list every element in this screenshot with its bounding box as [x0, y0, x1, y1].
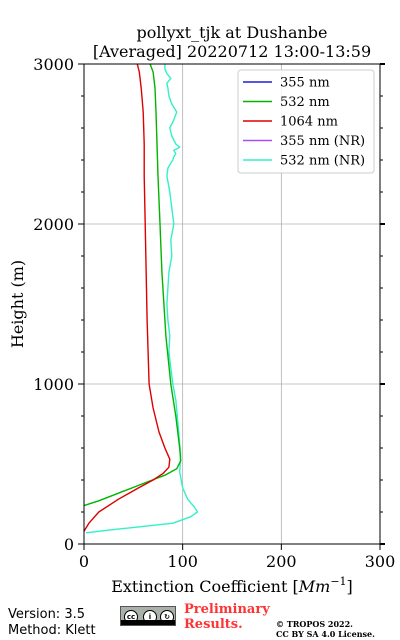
y-tick-label: 1000 [33, 375, 74, 394]
method-text: Method: Klett [8, 623, 96, 638]
y-tick-label: 0 [64, 535, 74, 554]
legend-box [237, 69, 375, 174]
x-axis-label-close: ] [347, 577, 353, 596]
legend-label: 355 nm [280, 76, 330, 91]
legend-label: 532 nm [280, 95, 330, 110]
y-tick-label: 2000 [33, 215, 74, 234]
copyright-line-1: © TROPOS 2022. [276, 619, 353, 629]
copyright-notice: © TROPOS 2022. CC BY SA 4.0 License. [276, 619, 375, 639]
cc-license-logo: cc i ↻ [120, 606, 176, 626]
y-axis-label: Height (m) [8, 260, 27, 348]
x-axis-label: Extinction Coefficient [Mm−1] [111, 575, 353, 596]
x-axis-label-text: Extinction Coefficient [ [111, 577, 299, 596]
chart-title-line-2: [Averaged] 20220712 13:00-13:59 [93, 42, 371, 61]
preliminary-results-notice: Preliminary Results. [184, 602, 270, 632]
legend-label: 1064 nm [280, 115, 338, 130]
version-text: Version: 3.5 [8, 607, 85, 622]
copyright-line-2: CC BY SA 4.0 License. [276, 629, 375, 639]
legend: 355 nm 532 nm 1064 nm 355 nm (NR) 532 nm (NR… [237, 69, 375, 174]
legend-label: 355 nm (NR) [280, 134, 365, 149]
series-line-532-nm-nr [85, 64, 199, 534]
x-axis-label-exponent: −1 [330, 575, 346, 588]
x-axis-label-unit: Mm [298, 577, 331, 596]
x-tick-label: 0 [79, 552, 89, 571]
cc-badge-strip [121, 620, 175, 625]
x-tick-label: 100 [167, 552, 198, 571]
x-tick-label: 300 [365, 552, 396, 571]
x-tick-label: 200 [266, 552, 297, 571]
preliminary-line-1: Preliminary [184, 602, 270, 617]
plot-frame [83, 63, 381, 545]
y-tick-label: 3000 [33, 55, 74, 74]
series-lines [83, 63, 199, 534]
chart-title-line-1: pollyxt_tjk at Dushanbe [136, 23, 327, 42]
series-line-532-nm [83, 63, 182, 507]
series-line-1064-nm [83, 63, 171, 532]
legend-label: 532 nm (NR) [280, 154, 365, 169]
preliminary-line-2: Results. [184, 617, 243, 632]
